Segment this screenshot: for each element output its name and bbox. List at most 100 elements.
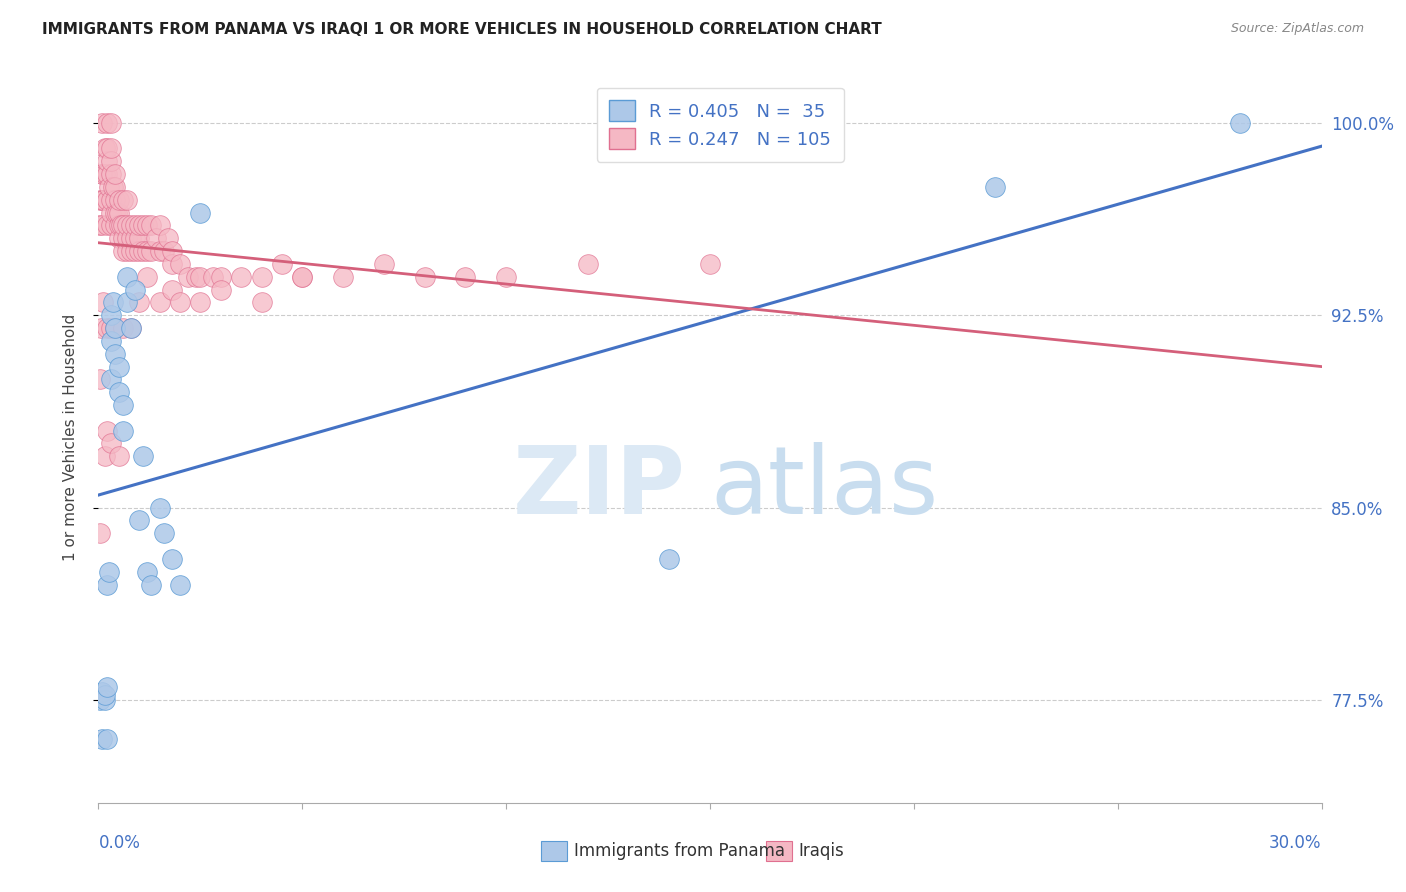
- Point: [115, 269, 138, 284]
- Point: [115, 219, 138, 233]
- Point: [373, 257, 395, 271]
- Point: [111, 231, 134, 245]
- Point: [495, 269, 517, 284]
- Point: [186, 269, 208, 284]
- Point: [145, 231, 167, 245]
- Point: [91, 116, 114, 130]
- Point: [100, 219, 122, 233]
- Point: [104, 219, 127, 233]
- Point: [124, 231, 146, 245]
- Point: [120, 219, 142, 233]
- Point: [128, 231, 150, 245]
- Point: [96, 577, 118, 591]
- Point: [177, 269, 200, 284]
- Point: [141, 577, 163, 591]
- Point: [93, 693, 115, 707]
- Point: [149, 244, 172, 258]
- Point: [101, 179, 124, 194]
- Point: [96, 193, 118, 207]
- Point: [108, 219, 131, 233]
- Point: [97, 179, 120, 194]
- Point: [96, 116, 118, 130]
- Point: [332, 269, 354, 284]
- Point: [201, 269, 224, 284]
- Point: [108, 205, 131, 219]
- Point: [231, 269, 253, 284]
- Point: [96, 167, 118, 181]
- Point: [108, 193, 131, 207]
- Point: [115, 193, 138, 207]
- Point: [91, 167, 114, 181]
- Point: [209, 283, 232, 297]
- Text: Immigrants from Panama: Immigrants from Panama: [574, 842, 785, 860]
- Point: [124, 244, 146, 258]
- Point: [100, 193, 122, 207]
- Point: [169, 577, 191, 591]
- Point: [93, 688, 115, 702]
- Point: [136, 244, 159, 258]
- Point: [188, 205, 212, 219]
- Point: [89, 219, 111, 233]
- Point: [111, 244, 134, 258]
- Point: [108, 450, 131, 464]
- Point: [100, 205, 122, 219]
- Point: [96, 321, 118, 335]
- Point: [188, 295, 212, 310]
- Point: [250, 269, 273, 284]
- Point: [89, 193, 111, 207]
- Point: [91, 731, 114, 746]
- Point: [100, 334, 122, 348]
- Point: [413, 269, 436, 284]
- Point: [104, 321, 127, 335]
- Point: [160, 244, 183, 258]
- Point: [270, 257, 294, 271]
- Point: [105, 205, 128, 219]
- Point: [96, 681, 118, 695]
- Point: [149, 500, 172, 515]
- Point: [250, 295, 273, 310]
- Point: [124, 283, 146, 297]
- Point: [115, 295, 138, 310]
- Text: ZIP: ZIP: [513, 442, 686, 534]
- Point: [136, 565, 159, 579]
- Point: [100, 436, 122, 450]
- Text: 30.0%: 30.0%: [1270, 834, 1322, 852]
- Point: [120, 321, 142, 335]
- Text: IMMIGRANTS FROM PANAMA VS IRAQI 1 OR MORE VEHICLES IN HOUSEHOLD CORRELATION CHAR: IMMIGRANTS FROM PANAMA VS IRAQI 1 OR MOR…: [42, 22, 882, 37]
- Point: [89, 526, 111, 541]
- Point: [100, 154, 122, 169]
- Point: [104, 346, 127, 360]
- Point: [104, 321, 127, 335]
- Point: [984, 179, 1007, 194]
- Point: [111, 321, 134, 335]
- Point: [90, 321, 112, 335]
- Point: [132, 219, 155, 233]
- Point: [132, 450, 155, 464]
- Point: [101, 295, 124, 310]
- Point: [658, 552, 681, 566]
- Point: [160, 283, 183, 297]
- Point: [90, 167, 112, 181]
- Point: [152, 244, 174, 258]
- Point: [104, 193, 127, 207]
- Point: [108, 385, 131, 400]
- Legend: R = 0.405   N =  35, R = 0.247   N = 105: R = 0.405 N = 35, R = 0.247 N = 105: [596, 87, 844, 162]
- Point: [188, 269, 212, 284]
- Point: [91, 295, 114, 310]
- Point: [156, 231, 179, 245]
- Point: [91, 219, 114, 233]
- Point: [89, 372, 111, 386]
- Point: [141, 244, 163, 258]
- Point: [96, 141, 118, 155]
- Point: [120, 244, 142, 258]
- Point: [100, 141, 122, 155]
- Point: [209, 269, 232, 284]
- Point: [132, 244, 155, 258]
- Point: [91, 193, 114, 207]
- Point: [104, 179, 127, 194]
- Point: [91, 685, 114, 699]
- Point: [110, 219, 132, 233]
- Point: [291, 269, 314, 284]
- Point: [100, 372, 122, 386]
- Point: [699, 257, 721, 271]
